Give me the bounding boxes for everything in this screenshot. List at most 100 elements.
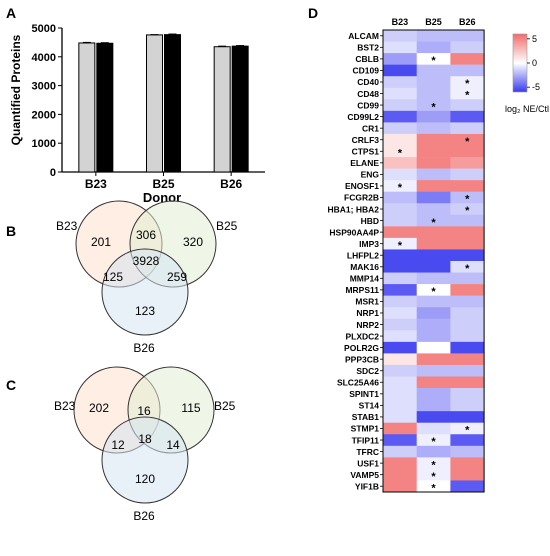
heatmap-row-label: CD40 [357,77,379,87]
heatmap-cell [450,249,485,262]
heatmap-cell [450,157,485,169]
heatmap-row-label: ELANE [350,158,379,168]
heatmap-cell [450,330,485,343]
venn-b-only-b26: 123 [135,304,155,318]
heatmap-cell [383,399,417,412]
bar-chart-xtick-label: B25 [152,177,174,191]
heatmap-cell [416,87,451,100]
venn-b-set-b25: B25 [216,219,238,233]
colorbar-tick-label: -5 [532,82,540,92]
colorbar-gradient [513,34,527,92]
colorbar: 5 0 -5 [512,33,540,93]
heatmap-cell [383,180,417,192]
heatmap-cell [383,307,417,320]
heatmap-cell [383,237,417,250]
heatmap-cell [450,307,485,320]
heatmap-cell [416,76,451,89]
heatmap-cell [383,468,417,481]
panel-c-label: C [6,377,16,393]
heatmap-row-label: BST2 [357,43,379,53]
heatmap-cell [416,480,451,493]
heatmap-cell [383,203,417,216]
venn-b-set-b26: B26 [133,341,155,355]
venn-b-b25-b26: 259 [167,270,187,284]
heatmap-cell [416,237,451,250]
venn-b-only-b25: 320 [183,235,203,249]
venn-b-b23-b25: 306 [136,228,156,242]
significance-star: * [398,182,403,194]
heatmap-cell [383,87,417,100]
heatmap-cell [416,133,451,146]
venn-c-set-b25: B25 [214,399,236,413]
heatmap-row-label: NRP1 [356,308,379,318]
heatmap-cell [416,180,451,192]
heatmap-row-label: CD48 [357,89,379,99]
heatmap-cell [383,64,417,77]
heatmap-cell [416,468,451,481]
heatmap-row-label: TFRC [356,447,379,457]
heatmap-cell [416,110,451,123]
heatmap-cell [450,168,485,181]
heatmap-cell [383,353,417,366]
heatmap-row-label: CR1 [362,123,379,133]
heatmap-cell [383,272,417,285]
heatmap-cell [383,76,417,89]
significance-star: * [465,425,470,437]
venn-c-only-b25: 115 [181,401,200,415]
significance-star: * [465,263,470,275]
heatmap-cell [450,399,485,412]
heatmap-cell [383,226,417,239]
heatmap-cell [383,434,417,447]
heatmap-cell [383,168,417,181]
heatmap-cell [416,272,451,285]
heatmap-row-label: STAB1 [352,412,380,422]
heatmap-row-label: CD99L2 [347,112,379,122]
heatmap-cell [383,284,417,296]
heatmap-cell [450,388,485,400]
heatmap-row-label: IMP3 [359,239,379,249]
significance-star: * [465,136,470,148]
bar-chart-ytick-label: 4000 [32,52,56,64]
heatmap-row-label: CTPS1 [352,147,380,157]
heatmap-row-label: LHFPL2 [347,250,379,260]
significance-star: * [431,101,436,113]
heatmap-row-label: ENG [361,170,380,180]
venn-b-set-b23: B23 [56,219,78,233]
bar [146,34,163,173]
heatmap-cell [416,388,451,400]
heatmap-cell [450,295,485,308]
heatmap-column-label: B23 [392,17,409,27]
heatmap-cell [416,157,451,169]
heatmap-cell [416,226,451,239]
heatmap-row-label: CBLB [355,54,379,64]
heatmap-cell [450,110,485,123]
venn-c-circle-b26 [101,416,189,504]
heatmap-cell [383,364,417,377]
heatmap-cell [416,191,451,204]
heatmap-row-label: YIF1B [355,481,379,491]
heatmap-cell [450,341,485,354]
heatmap-row-label: NRP2 [356,320,379,330]
heatmap-cell [416,353,451,366]
heatmap-cell [416,434,451,447]
panel-a: A 0 1000 2000 3000 4000 5000 B23 B25 B26 Quantif… [6,5,265,205]
colorbar-tick-label: 5 [532,34,537,44]
heatmap-column-label: B25 [425,17,442,27]
heatmap-cell [416,203,451,216]
heatmap-cell [450,318,485,331]
heatmap-cell [383,261,417,273]
heatmap-cell [416,284,451,296]
panel-b-label: B [6,223,16,239]
heatmap-cell [450,87,485,100]
heatmap-row-label: SLC25A46 [337,378,379,388]
colorbar-label: log₂ NE/Ctl [505,104,549,114]
heatmap-cell [383,457,417,470]
bar-chart-xtick-label: B23 [85,177,107,191]
heatmap-row-label: ENOSF1 [345,181,379,191]
panel-d-label: D [308,5,318,21]
significance-star: * [465,205,470,217]
heatmap-cell [383,110,417,123]
heatmap-cell [383,445,417,458]
heatmap-cell [450,284,485,296]
